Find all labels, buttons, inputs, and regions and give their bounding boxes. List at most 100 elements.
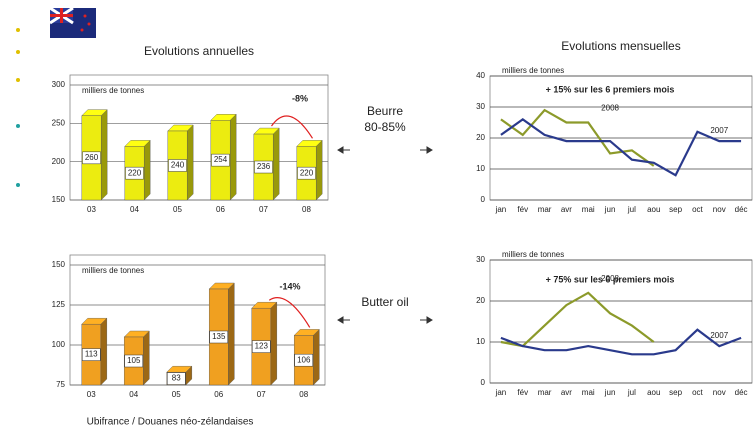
x-tick-label: 06 (214, 390, 223, 399)
value-label-box (209, 330, 228, 344)
x-tick-label: jul (627, 205, 636, 214)
x-tick-label: jun (604, 388, 616, 397)
x-tick-label: mar (538, 205, 552, 214)
series-line (500, 118, 742, 177)
y-tick-label: 10 (476, 164, 485, 173)
label-beurre-pct: 80-85% (364, 120, 406, 134)
value-label: 105 (127, 356, 141, 365)
value-label: 220 (300, 168, 314, 177)
x-tick-label: mai (582, 388, 595, 397)
series-line (500, 108, 655, 167)
x-tick-label: sep (669, 205, 682, 214)
x-tick-label: 07 (257, 390, 266, 399)
x-tick-label: jan (495, 388, 507, 397)
annotation-arrow (268, 297, 311, 328)
x-tick-label: mar (538, 388, 552, 397)
x-tick-label: jun (604, 205, 616, 214)
x-tick-label: 07 (259, 205, 268, 214)
value-label-box (254, 160, 273, 174)
label-butter-oil: Butter oil (361, 295, 408, 309)
annotation: -8% (292, 93, 308, 103)
x-tick-label: fév (517, 205, 528, 214)
x-tick-label: 08 (302, 205, 311, 214)
x-tick-label: 05 (173, 205, 182, 214)
y-tick-label: 125 (52, 300, 66, 309)
y-tick-label: 0 (481, 195, 486, 204)
x-tick-label: 03 (87, 205, 96, 214)
arrows (337, 146, 433, 324)
bar (167, 124, 194, 201)
series-line (500, 328, 742, 356)
series-label: 2008 (601, 274, 619, 283)
y-tick-label: 75 (56, 380, 65, 389)
x-tick-label: 06 (216, 205, 225, 214)
x-tick-label: jul (627, 388, 636, 397)
series-label: 2007 (710, 331, 728, 340)
value-label: 83 (172, 374, 181, 383)
y-tick-label: 150 (52, 260, 66, 269)
value-label: 260 (85, 153, 99, 162)
x-tick-label: avr (561, 205, 572, 214)
value-label-box (82, 348, 101, 361)
unit-label: milliers de tonnes (502, 66, 564, 75)
value-label: 236 (257, 162, 271, 171)
chart-title: Evolutions mensuelles (561, 39, 680, 53)
y-tick-label: 250 (52, 118, 66, 127)
value-label: 113 (85, 350, 98, 359)
y-tick-label: 300 (52, 80, 66, 89)
x-tick-label: aou (647, 205, 660, 214)
value-label-box (125, 166, 144, 180)
x-tick-label: nov (713, 388, 726, 397)
x-tick-label: déc (735, 205, 748, 214)
y-tick-label: 40 (476, 71, 485, 80)
value-label-box (294, 353, 313, 367)
value-label: 135 (212, 332, 226, 341)
series-line (500, 291, 655, 348)
y-tick-label: 20 (476, 133, 485, 142)
x-tick-label: avr (561, 388, 572, 397)
x-tick-label: sep (669, 388, 682, 397)
y-tick-label: 30 (476, 255, 485, 264)
x-tick-label: 05 (172, 390, 181, 399)
x-tick-label: déc (735, 388, 748, 397)
y-tick-label: 0 (481, 378, 486, 387)
x-tick-label: fév (517, 388, 528, 397)
value-label: 220 (128, 168, 142, 177)
flag (49, 6, 96, 38)
value-label-box (124, 354, 143, 368)
x-tick-label: 03 (87, 390, 96, 399)
value-label: 240 (171, 161, 185, 170)
y-tick-label: 20 (476, 296, 485, 305)
x-tick-label: jan (495, 205, 507, 214)
x-tick-label: oct (692, 205, 703, 214)
unit-label: milliers de tonnes (502, 250, 564, 259)
annotation: + 15% sur les 6 premiers mois (546, 84, 675, 94)
y-tick-label: 30 (476, 102, 485, 111)
annotation: -14% (279, 281, 300, 291)
value-label-box (167, 372, 186, 385)
value-label: 106 (297, 355, 311, 364)
unit-label: milliers de tonnes (82, 86, 144, 95)
value-label: 123 (255, 342, 269, 351)
x-tick-label: oct (692, 388, 703, 397)
value-label-box (168, 159, 187, 172)
value-label-box (211, 153, 230, 167)
x-tick-label: aou (647, 388, 660, 397)
series-label: 2007 (710, 126, 728, 135)
y-tick-label: 100 (52, 340, 66, 349)
source: Ubifrance / Douanes néo-zélandaises (87, 417, 254, 428)
y-tick-label: 200 (52, 157, 66, 166)
x-tick-label: 08 (299, 390, 308, 399)
value-label-box (252, 340, 271, 353)
value-label-box (82, 151, 101, 165)
chart-title: Evolutions annuelles (144, 44, 254, 58)
x-tick-label: nov (713, 205, 726, 214)
bullets (16, 28, 20, 187)
y-tick-label: 150 (52, 195, 66, 204)
unit-label: milliers de tonnes (82, 266, 144, 275)
x-tick-label: 04 (129, 390, 138, 399)
value-label: 254 (214, 155, 228, 164)
label-beurre: Beurre (367, 104, 403, 118)
